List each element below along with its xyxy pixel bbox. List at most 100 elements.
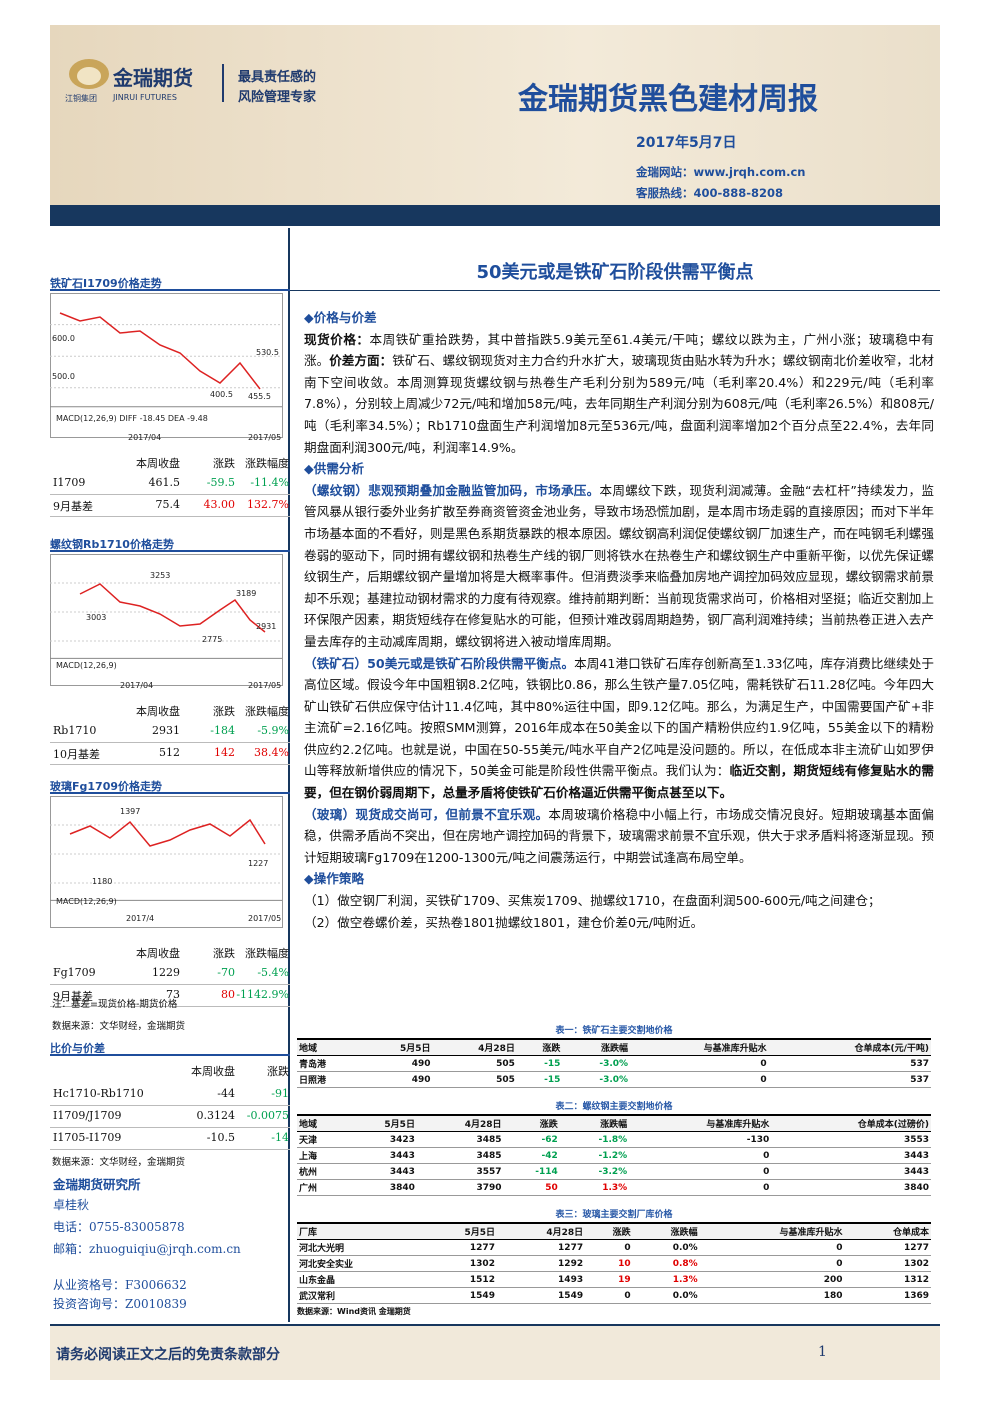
row-label: 9月基差 bbox=[53, 990, 93, 1003]
chart-label: 2017/05 bbox=[248, 681, 281, 690]
cell: 0.8% bbox=[632, 1255, 700, 1272]
column-header: 4月28日 bbox=[432, 1038, 517, 1056]
cell: 490 bbox=[361, 1055, 433, 1072]
text-run: （铁矿石）50美元或是铁矿石阶段供需平衡点。 bbox=[304, 655, 575, 671]
cell: 50 bbox=[503, 1179, 560, 1196]
table-source: 数据来源：Wind资讯 金瑞期货 bbox=[297, 1307, 411, 1316]
cell: -3.0% bbox=[562, 1071, 631, 1088]
chart-label: 2017/04 bbox=[128, 433, 161, 442]
table-row: 广州 3840 3790 50 1.3% 0 3840 bbox=[297, 1179, 931, 1196]
note: 注：基差=现货价格-期货价格 bbox=[52, 999, 178, 1010]
cell: -184 bbox=[210, 724, 235, 737]
cell: 3443 bbox=[771, 1147, 931, 1164]
cell: 180 bbox=[699, 1287, 845, 1304]
table-row: 山东金晶 1512 1493 19 1.3% 200 1312 bbox=[297, 1271, 931, 1288]
cell: 38.4% bbox=[254, 746, 289, 759]
author: 卓桂秋 bbox=[53, 1198, 90, 1212]
section-heading: ◆操作策略 bbox=[304, 871, 365, 887]
row-rule bbox=[50, 1149, 290, 1150]
cell: -15 bbox=[516, 1055, 563, 1072]
cell: 山东金晶 bbox=[297, 1271, 423, 1288]
row-label: 10月基差 bbox=[53, 748, 100, 761]
column-header: 地域 bbox=[297, 1114, 344, 1132]
chart-label: 2017/05 bbox=[248, 433, 281, 442]
row-label: I1709 bbox=[53, 476, 86, 489]
row-rule bbox=[50, 984, 290, 985]
footer-band bbox=[50, 1324, 940, 1380]
cell: 3443 bbox=[771, 1163, 931, 1180]
header-row: 地域 5月5日 4月28日 涨跌 涨跌幅 与基准库升贴水 仓单成本(元/干吨) bbox=[297, 1038, 931, 1056]
column-header: 4月28日 bbox=[496, 1222, 586, 1240]
chart-label: 1180 bbox=[92, 877, 112, 886]
column-header: 仓单成本 bbox=[844, 1222, 931, 1240]
cell: 19 bbox=[585, 1271, 633, 1288]
cell: 1302 bbox=[422, 1255, 497, 1272]
column-header: 涨跌幅度 bbox=[245, 947, 289, 960]
table-title: 表一：铁矿石主要交割地价格 bbox=[555, 1026, 673, 1036]
text-run: 本周螺纹下跌，现货利润减薄。金融“去杠杆”持续发力，监管风暴从银行委外业务扩散至… bbox=[304, 482, 934, 649]
paragraph: （玻璃）现货成交尚可，但前景不宜乐观。本周玻璃价格稳中小幅上行，市场成交情况良好… bbox=[304, 804, 934, 869]
column-header: 5月5日 bbox=[343, 1114, 417, 1132]
cell: -62 bbox=[503, 1131, 560, 1148]
source: 数据来源：文华财经，金瑞期货 bbox=[52, 1157, 186, 1168]
column-header: 仓单成本(元/干吨) bbox=[768, 1038, 931, 1056]
logo-divider bbox=[222, 64, 224, 102]
cell: 3553 bbox=[771, 1131, 931, 1148]
body-text: ◆价格与价差现货价格：本周铁矿重拾跌势，其中普指跌5.9美元至61.4美元/干吨… bbox=[304, 307, 934, 933]
row-rule bbox=[50, 1127, 290, 1128]
text-run: （1）做空钢厂利润，买铁矿1709、买焦炭1709、抛螺纹1710，在盘面利润5… bbox=[304, 893, 881, 909]
cell: 1292 bbox=[496, 1255, 586, 1272]
report-date: 2017年5月7日 bbox=[636, 135, 737, 151]
column-header: 涨跌 bbox=[516, 1038, 563, 1056]
column-header: 5月5日 bbox=[422, 1222, 497, 1240]
cell: 1312 bbox=[844, 1271, 931, 1288]
cell: 10 bbox=[585, 1255, 633, 1272]
email: 邮箱：zhuoguiqiu@jrqh.com.cn bbox=[53, 1242, 241, 1256]
row-label: Rb1710 bbox=[53, 724, 97, 737]
cell: 3443 bbox=[343, 1147, 417, 1164]
table-row: 河北安全实业 1302 1292 10 0.8% 0 1302 bbox=[297, 1255, 931, 1272]
column-header: 地域 bbox=[297, 1038, 362, 1056]
cell: 3443 bbox=[343, 1163, 417, 1180]
cell: 3840 bbox=[771, 1179, 931, 1196]
tables: 表一：铁矿石主要交割地价格地域 5月5日 4月28日 涨跌 涨跌幅 与基准库升贴水 仓单成本… bbox=[297, 1024, 931, 1317]
paragraph: 现货价格：本周铁矿重拾跌势，其中普指跌5.9美元至61.4美元/干吨；螺纹以跌为… bbox=[304, 329, 934, 459]
panel-title: 螺纹钢Rb1710价格走势 bbox=[50, 536, 290, 552]
table-title: 表二：螺纹钢主要交割地价格 bbox=[555, 1102, 673, 1112]
report-title: 金瑞期货黑色建材周报 bbox=[518, 82, 818, 117]
cell: 武汉常利 bbox=[297, 1287, 423, 1304]
cell: 73 bbox=[166, 988, 180, 1001]
text-run: 本周41港口铁矿石库存创新高至1.33亿吨，库存消费比继续处于高位区域。假设今年… bbox=[304, 655, 934, 779]
headline: 50美元或是铁矿石阶段供需平衡点 bbox=[476, 262, 754, 283]
column-header: 涨跌幅度 bbox=[245, 705, 289, 718]
text-run: 本周玻璃价格稳中小幅上行，市场成交情况良好。短期玻璃基本面偏稳，供需矛盾尚不突出… bbox=[304, 806, 935, 865]
cell: -91 bbox=[271, 1087, 289, 1100]
disclaimer: 请务必阅读正文之后的免责条款部分 bbox=[56, 1347, 280, 1363]
cell: 0.0% bbox=[632, 1287, 700, 1304]
cell: 200 bbox=[699, 1271, 845, 1288]
cell: 1277 bbox=[844, 1239, 931, 1256]
cell: -14 bbox=[271, 1131, 289, 1144]
cell: -114 bbox=[503, 1163, 560, 1180]
cert: 从业资格号：F3006632 bbox=[53, 1278, 187, 1292]
section-heading: ◆价格与价差 bbox=[304, 310, 377, 325]
cell: 1493 bbox=[496, 1271, 586, 1288]
column-header: 涨跌 bbox=[503, 1114, 560, 1132]
chart-label: MACD(12,26,9) DIFF -18.45 DEA -9.48 bbox=[56, 414, 208, 423]
column-header: 与基准库升贴水 bbox=[699, 1222, 845, 1240]
chart-label: 2017/05 bbox=[248, 914, 281, 923]
row-label: Hc1710-Rb1710 bbox=[53, 1087, 144, 1100]
headline-rule bbox=[290, 290, 940, 291]
cell: 0 bbox=[630, 1055, 769, 1072]
column-header: 5月5日 bbox=[361, 1038, 433, 1056]
cell: 461.5 bbox=[148, 476, 181, 489]
cell: 0.0% bbox=[632, 1239, 700, 1256]
cell: -15 bbox=[516, 1071, 563, 1088]
mini-chart: 1397 1180 1227 MACD(12,26,9) 2017/4 2017/05 bbox=[50, 796, 283, 928]
column-header: 涨跌 bbox=[213, 457, 235, 470]
cell: 0 bbox=[630, 1071, 769, 1088]
table-row: 日照港 490 505 -15 -3.0% 0 537 bbox=[297, 1071, 931, 1088]
data-table: 地域 5月5日 4月28日 涨跌 涨跌幅 与基准库升贴水 仓单成本(过磅价) 天津 3423 34… bbox=[297, 1114, 931, 1196]
slogan: 风险管理专家 bbox=[238, 90, 317, 105]
text-run: 现货价格： bbox=[304, 331, 370, 347]
